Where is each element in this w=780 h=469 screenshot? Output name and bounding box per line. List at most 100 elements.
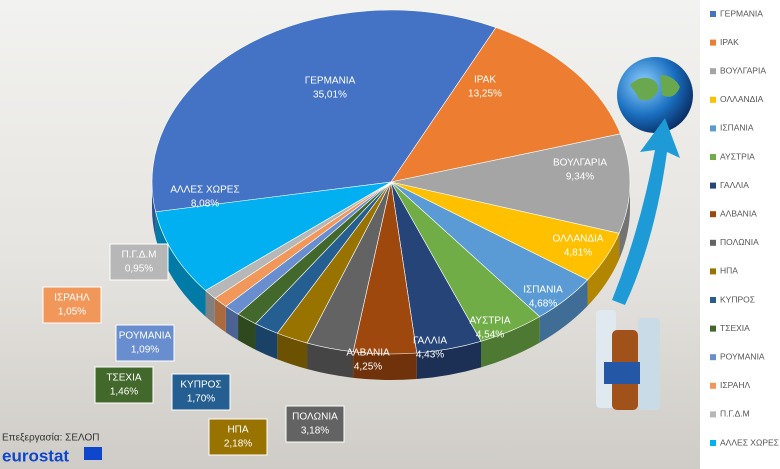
slice-label: ΚΥΠΡΟΣ (180, 380, 221, 391)
label-box (42, 286, 102, 324)
value-label: 3,18% (301, 426, 329, 437)
legend-swatch (710, 211, 716, 218)
decoration (596, 57, 693, 410)
legend-label: ΓΑΛΛΙΑ (720, 180, 749, 190)
legend-swatch (710, 239, 716, 246)
slice-side (587, 233, 620, 306)
value-label: 4,81% (564, 248, 592, 259)
label-box (109, 243, 169, 281)
legend-swatch (710, 325, 716, 332)
slice-label: ΗΠΑ (227, 425, 248, 436)
slice-side (619, 182, 630, 260)
slice-label: ΙΡΑΚ (474, 75, 496, 86)
arrow (612, 118, 680, 305)
label-box (171, 373, 231, 411)
slice (390, 27, 621, 183)
slice-side (277, 333, 308, 370)
legend-label: ΚΥΠΡΟΣ (720, 294, 755, 304)
value-label: 4,54% (476, 330, 504, 341)
legend-swatch (710, 440, 716, 446)
legend-label: ΓΕΡΜΑΝΙΑ (720, 8, 763, 18)
legend-swatch (710, 182, 716, 189)
legend-label: ΠΟΛΩΝΙΑ (720, 237, 759, 247)
legend-swatch (710, 354, 716, 361)
legend-label: ΙΣΠΑΝΙΑ (720, 123, 754, 133)
legend-swatch (710, 68, 716, 75)
slice-side (238, 314, 256, 350)
slice-label: ΓΕΡΜΑΝΙΑ (305, 76, 356, 87)
value-label: 1,70% (187, 394, 215, 405)
slice (151, 9, 497, 213)
slice-label: ΠΟΛΩΝΙΑ (292, 412, 338, 423)
legend-label: ΙΡΑΚ (720, 37, 739, 47)
value-label: 35,01% (313, 90, 347, 101)
slice-label: ΑΛΛΕΣ ΧΩΡΕΣ (170, 185, 239, 196)
slice (390, 133, 631, 234)
slice-side (539, 279, 588, 343)
slice-label: ΑΥΣΤΡΙΑ (469, 316, 510, 327)
legend-swatch (710, 411, 716, 418)
slice-label: ΡΟΥΜΑΝΙΑ (119, 331, 172, 342)
legend-swatch (710, 297, 716, 303)
legend-label: ΑΛΒΑΝΙΑ (720, 208, 757, 218)
slice-side (205, 290, 215, 325)
slice-side (255, 323, 278, 360)
value-label: 2,18% (224, 439, 252, 450)
value-label: 8,08% (191, 199, 219, 210)
legend-panel (700, 0, 780, 469)
value-label: 0,95% (125, 264, 153, 275)
legend-label: ΤΣΕΧΙΑ (720, 323, 750, 333)
label-box (94, 366, 154, 404)
label-box (208, 418, 268, 456)
value-label: 1,09% (131, 345, 159, 356)
legend-swatch (710, 268, 716, 275)
value-label: 4,25% (354, 362, 382, 373)
value-label: 4,43% (416, 350, 444, 361)
slice-side (481, 316, 540, 368)
slice-label: ΓΑΛΛΙΑ (413, 336, 447, 347)
legend-label: ΑΥΣΤΡΙΑ (720, 151, 755, 161)
slice (155, 181, 392, 291)
value-label: 9,34% (566, 172, 594, 183)
bottle (638, 318, 660, 410)
slice-side (307, 343, 354, 378)
value-label: 1,46% (110, 387, 138, 398)
globe-land (630, 75, 680, 101)
slice-label: ΙΣΠΑΝΙΑ (523, 285, 563, 296)
legend-swatch (710, 11, 716, 17)
legend-label: ΗΠΑ (720, 266, 738, 276)
legend-swatch (710, 125, 716, 132)
slice-label: Π.Γ.Δ.Μ (122, 250, 157, 261)
slice-label: ΟΛΛΑΝΔΙΑ (553, 234, 604, 245)
value-label: 4,68% (529, 299, 557, 310)
slice-label: ΙΣΡΑΗΛ (54, 293, 90, 304)
legend-label: ΟΛΛΑΝΔΙΑ (720, 94, 764, 104)
logo: eurostat (2, 446, 69, 465)
legend: ΓΕΡΜΑΝΙΑ ΙΡΑΚ ΒΟΥΛΓΑΡΙΑ ΟΛΛΑΝΔΙΑ ΙΣΠΑΝΙΑ ΑΥΣΤ… (710, 8, 779, 447)
label-box (285, 405, 345, 443)
slice-label: ΒΟΥΛΓΑΡΙΑ (553, 158, 607, 169)
flag (604, 362, 640, 384)
legend-label: Π.Γ.Δ.Μ (720, 409, 750, 419)
slice-label: ΤΣΕΧΙΑ (106, 373, 141, 384)
value-label: 1,05% (58, 307, 86, 318)
slice-side (152, 182, 156, 238)
slice-side (214, 298, 226, 333)
pie: ΓΕΡΜΑΝΙΑ 35,01% ΙΡΑΚ 13,25% ΒΟΥΛΓΑΡΙΑ 9,34% ΟΛ… (42, 9, 631, 456)
legend-label: ΙΣΡΑΗΛ (720, 380, 750, 390)
value-label: 13,25% (468, 89, 502, 100)
legend-swatch (710, 382, 716, 389)
slice-side (416, 341, 482, 379)
legend-label: ΑΛΛΕΣ ΧΩΡΕΣ (720, 437, 779, 447)
legend-swatch (710, 154, 716, 160)
slice-side (353, 351, 417, 380)
legend-swatch (710, 96, 716, 103)
legend-label: ΒΟΥΛΓΑΡΙΑ (720, 65, 766, 75)
source: Επεξεργασία: ΣΕΛΟΠ (2, 432, 100, 444)
legend-swatch (710, 39, 716, 46)
slice-label: ΑΛΒΑΝΙΑ (346, 348, 390, 359)
label-box (115, 324, 175, 362)
legend-label: ΡΟΥΜΑΝΙΑ (720, 351, 765, 361)
eu-flag (84, 447, 102, 460)
